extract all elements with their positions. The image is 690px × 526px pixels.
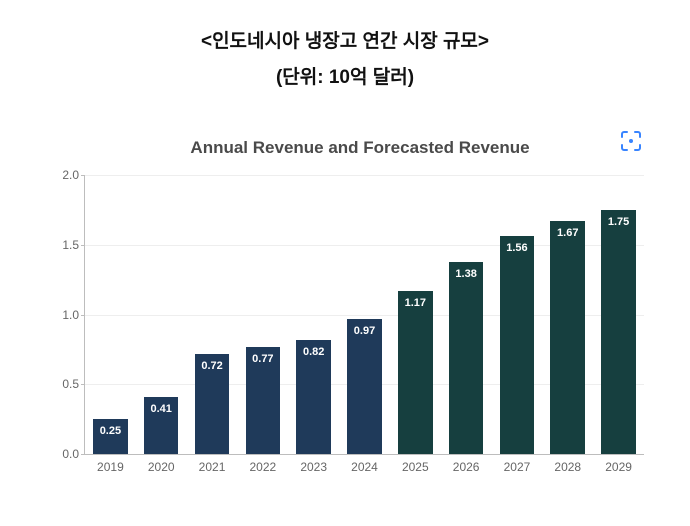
gridline (85, 175, 644, 176)
bar-value-label: 1.38 (449, 268, 484, 280)
bar-value-label: 0.25 (93, 425, 128, 437)
x-axis-label: 2022 (250, 460, 277, 474)
x-axis-label: 2027 (504, 460, 531, 474)
bar: 1.17 (398, 291, 433, 454)
bar: 1.38 (449, 262, 484, 455)
chart-title: Annual Revenue and Forecasted Revenue (60, 138, 660, 158)
chart-plot-area: 0.00.51.01.52.00.2520190.4120200.7220210… (84, 175, 644, 455)
bar-value-label: 1.75 (601, 216, 636, 228)
bar: 0.72 (195, 354, 230, 454)
bar-value-label: 0.41 (144, 403, 179, 415)
bar-value-label: 1.17 (398, 297, 433, 309)
bar: 1.75 (601, 210, 636, 454)
bar: 0.41 (144, 397, 179, 454)
x-axis-label: 2023 (300, 460, 327, 474)
bar: 1.67 (550, 221, 585, 454)
y-tick (81, 245, 85, 246)
y-axis-label: 2.0 (55, 168, 79, 182)
y-axis-label: 1.5 (55, 238, 79, 252)
x-axis-label: 2024 (351, 460, 378, 474)
bar: 0.77 (246, 347, 281, 454)
bar: 1.56 (500, 236, 535, 454)
heading-line-1: <인도네시아 냉장고 연간 시장 규모> (0, 24, 690, 60)
y-tick (81, 454, 85, 455)
bar-value-label: 0.82 (296, 346, 331, 358)
bar-value-label: 0.97 (347, 325, 382, 337)
heading-line-2: (단위: 10억 달러) (0, 60, 690, 96)
bar-value-label: 0.77 (246, 353, 281, 365)
x-axis-label: 2025 (402, 460, 429, 474)
x-axis-label: 2026 (453, 460, 480, 474)
y-axis-label: 0.0 (55, 447, 79, 461)
bar-value-label: 1.67 (550, 227, 585, 239)
y-tick (81, 315, 85, 316)
bar: 0.97 (347, 319, 382, 454)
bar: 0.82 (296, 340, 331, 454)
y-axis-label: 0.5 (55, 377, 79, 391)
x-axis-label: 2028 (554, 460, 581, 474)
y-tick (81, 175, 85, 176)
x-axis-label: 2021 (199, 460, 226, 474)
bar-value-label: 1.56 (500, 242, 535, 254)
bar: 0.25 (93, 419, 128, 454)
x-axis-label: 2020 (148, 460, 175, 474)
y-axis-label: 1.0 (55, 308, 79, 322)
x-axis-label: 2029 (605, 460, 632, 474)
heading-area: <인도네시아 냉장고 연간 시장 규모> (단위: 10억 달러) (0, 0, 690, 96)
x-axis-label: 2019 (97, 460, 124, 474)
bar-value-label: 0.72 (195, 360, 230, 372)
chart-container: Annual Revenue and Forecasted Revenue 0.… (60, 120, 660, 500)
y-tick (81, 384, 85, 385)
